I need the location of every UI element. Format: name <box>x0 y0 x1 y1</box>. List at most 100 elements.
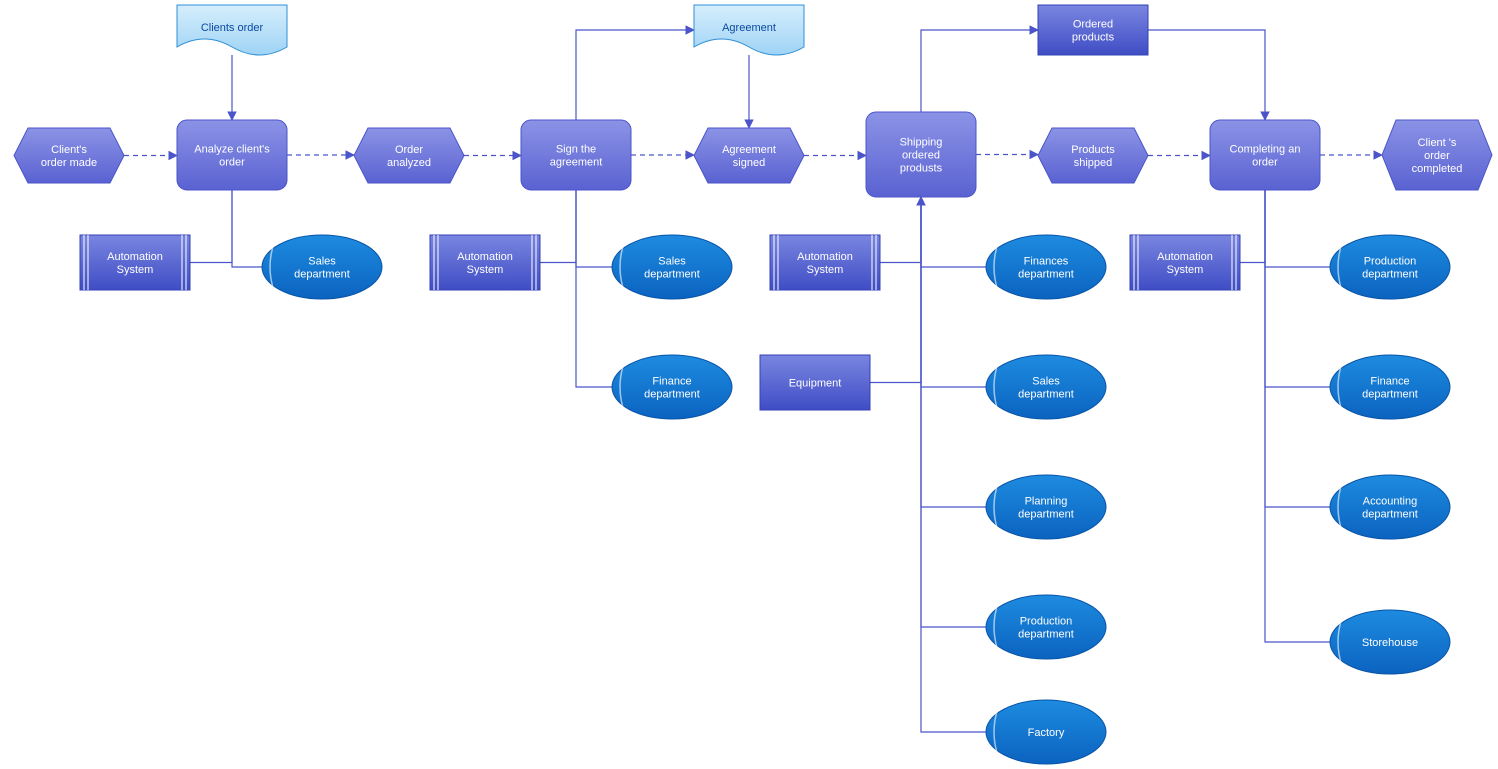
svg-text:department: department <box>644 388 700 400</box>
nodes-layer: Clients order Agreement Orderedproducts Cli… <box>14 5 1492 764</box>
node-client_order_made: Client'sorder made <box>14 128 124 183</box>
svg-text:department: department <box>1018 508 1074 520</box>
node-auto3: AutomationSystem <box>770 235 880 290</box>
edge-ordered_products-completing_order <box>1148 30 1265 120</box>
node-products_shipped: Productsshipped <box>1038 128 1148 183</box>
edge-sign_agreement-sales2 <box>576 190 612 267</box>
node-storehouse4: Storehouse <box>1330 610 1450 674</box>
node-factory3: Factory <box>986 700 1106 764</box>
node-finance4: Financedepartment <box>1330 355 1450 419</box>
node-agreement_signed: Agreementsigned <box>694 128 804 183</box>
node-auto4: AutomationSystem <box>1130 235 1240 290</box>
node-completing_order: Completing anorder <box>1210 120 1320 190</box>
edge-completing_order-finance4 <box>1265 190 1330 387</box>
edge-completing_order-storehouse4 <box>1265 190 1330 642</box>
svg-text:Production: Production <box>1020 615 1073 627</box>
svg-text:department: department <box>1018 628 1074 640</box>
svg-text:completed: completed <box>1412 163 1463 175</box>
svg-text:Completing an: Completing an <box>1230 143 1301 155</box>
svg-text:department: department <box>1362 268 1418 280</box>
svg-text:Client's: Client's <box>51 144 87 156</box>
svg-text:department: department <box>294 268 350 280</box>
node-planning3: Planningdepartment <box>986 475 1106 539</box>
svg-text:Automation: Automation <box>107 251 163 263</box>
svg-text:System: System <box>807 264 844 276</box>
svg-text:shipped: shipped <box>1074 157 1113 169</box>
svg-text:Sign the: Sign the <box>556 143 596 155</box>
edge-shipping_products-planning3 <box>921 197 986 507</box>
svg-text:Production: Production <box>1364 255 1417 267</box>
svg-text:Sales: Sales <box>1032 375 1060 387</box>
node-auto2: AutomationSystem <box>430 235 540 290</box>
svg-text:Finances: Finances <box>1024 255 1069 267</box>
node-sales1: Salesdepartment <box>262 235 382 299</box>
svg-text:Automation: Automation <box>457 251 513 263</box>
svg-text:department: department <box>1018 268 1074 280</box>
edge-shipping_products-sales3 <box>921 197 986 387</box>
svg-text:order: order <box>1424 150 1450 162</box>
svg-text:department: department <box>1362 508 1418 520</box>
node-shipping_products: Shippingorderedprodusts <box>866 112 976 197</box>
node-production3: Productiondepartment <box>986 595 1106 659</box>
svg-text:Agreement: Agreement <box>722 22 776 34</box>
edge-shipping_products-finances3 <box>921 197 986 267</box>
node-analyze_order: Analyze client'sorder <box>177 120 287 190</box>
svg-text:System: System <box>467 264 504 276</box>
svg-text:Finance: Finance <box>652 375 691 387</box>
node-equipment: Equipment <box>760 355 870 410</box>
node-production4: Productiondepartment <box>1330 235 1450 299</box>
svg-text:Client 's: Client 's <box>1418 137 1457 149</box>
node-order_analyzed: Orderanalyzed <box>354 128 464 183</box>
node-sales2: Salesdepartment <box>612 235 732 299</box>
svg-text:order made: order made <box>41 157 97 169</box>
svg-text:Storehouse: Storehouse <box>1362 637 1418 649</box>
svg-text:Analyze client's: Analyze client's <box>194 143 270 155</box>
edge-analyze_order-auto1 <box>190 190 232 263</box>
node-finances3: Financesdepartment <box>986 235 1106 299</box>
svg-text:agreement: agreement <box>550 156 603 168</box>
svg-text:Accounting: Accounting <box>1363 495 1417 507</box>
edge-auto3-shipping_products <box>880 197 921 263</box>
svg-text:order: order <box>219 156 245 168</box>
node-sales3: Salesdepartment <box>986 355 1106 419</box>
node-ordered_products: Orderedproducts <box>1038 5 1148 55</box>
svg-text:department: department <box>644 268 700 280</box>
svg-text:Automation: Automation <box>797 251 853 263</box>
svg-text:System: System <box>117 264 154 276</box>
edge-completing_order-accounting4 <box>1265 190 1330 507</box>
node-agreement_doc: Agreement <box>694 5 804 55</box>
svg-text:Sales: Sales <box>308 255 336 267</box>
edge-shipping_products-production3 <box>921 197 986 627</box>
node-sign_agreement: Sign theagreement <box>521 120 631 190</box>
svg-text:Ordered: Ordered <box>1073 18 1113 30</box>
edge-shipping_products-ordered_products <box>921 30 1038 112</box>
svg-text:Equipment: Equipment <box>789 377 842 389</box>
svg-text:analyzed: analyzed <box>387 157 431 169</box>
svg-text:Products: Products <box>1071 144 1115 156</box>
svg-text:Shipping: Shipping <box>900 136 943 148</box>
svg-text:department: department <box>1018 388 1074 400</box>
svg-text:signed: signed <box>733 157 765 169</box>
process-flow-diagram: Clients order Agreement Orderedproducts Cli… <box>0 0 1498 769</box>
node-finance2: Financedepartment <box>612 355 732 419</box>
node-order_completed: Client 'sordercompleted <box>1382 120 1492 190</box>
edge-completing_order-auto4 <box>1240 190 1265 263</box>
svg-text:order: order <box>1252 156 1278 168</box>
svg-text:System: System <box>1167 264 1204 276</box>
svg-text:ordered: ordered <box>902 149 940 161</box>
edge-sign_agreement-auto2 <box>540 190 576 263</box>
svg-text:Automation: Automation <box>1157 251 1213 263</box>
node-auto1: AutomationSystem <box>80 235 190 290</box>
edge-completing_order-production4 <box>1265 190 1330 267</box>
svg-text:Clients order: Clients order <box>201 22 264 34</box>
edge-shipping_products-factory3 <box>921 197 986 732</box>
node-clients_order_doc: Clients order <box>177 5 287 55</box>
edge-sign_agreement-finance2 <box>576 190 612 387</box>
svg-text:Factory: Factory <box>1028 727 1065 739</box>
svg-text:Finance: Finance <box>1370 375 1409 387</box>
svg-text:Order: Order <box>395 144 423 156</box>
edge-analyze_order-sales1 <box>232 190 262 267</box>
svg-text:products: products <box>1072 31 1115 43</box>
svg-text:produsts: produsts <box>900 162 943 174</box>
svg-text:department: department <box>1362 388 1418 400</box>
